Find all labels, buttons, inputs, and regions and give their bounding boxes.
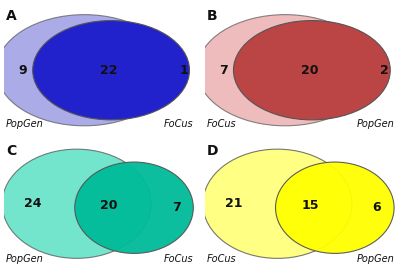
Ellipse shape [203,149,352,258]
Text: 9: 9 [19,64,28,77]
Text: PopGen: PopGen [6,254,44,264]
Text: B: B [207,9,217,23]
Ellipse shape [276,162,394,254]
Text: FoCus: FoCus [207,119,236,129]
Text: FoCus: FoCus [164,119,193,129]
Text: PopGen: PopGen [356,119,394,129]
Text: 7: 7 [220,64,228,77]
Text: 15: 15 [301,199,319,212]
Text: PopGen: PopGen [356,254,394,264]
Ellipse shape [234,21,390,120]
Text: 20: 20 [301,64,319,77]
Text: 1: 1 [179,64,188,77]
Text: D: D [207,144,218,158]
Text: 7: 7 [172,201,180,214]
Text: 20: 20 [100,199,118,212]
Ellipse shape [75,162,193,254]
Text: 22: 22 [100,64,118,77]
Text: FoCus: FoCus [164,254,193,264]
Text: 6: 6 [372,201,381,214]
Text: 21: 21 [225,197,242,210]
Ellipse shape [2,149,151,258]
Ellipse shape [197,15,373,126]
Text: C: C [6,144,16,158]
Text: 2: 2 [380,64,389,77]
Ellipse shape [0,15,172,126]
Text: 24: 24 [24,197,42,210]
Text: PopGen: PopGen [6,119,44,129]
Ellipse shape [33,21,190,120]
Text: A: A [6,9,17,23]
Text: FoCus: FoCus [207,254,236,264]
